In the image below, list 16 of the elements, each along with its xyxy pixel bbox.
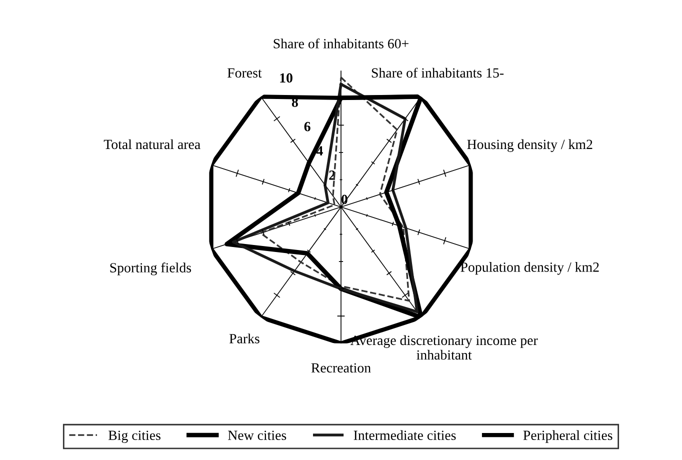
legend-label: Big cities (108, 430, 160, 443)
spoke-label: Parks (229, 334, 260, 344)
spoke-label: Forest (228, 68, 262, 78)
legend-label: Intermediate cities (354, 430, 456, 440)
spoke-label: Housing density / km2 (467, 139, 592, 152)
y-tick-label: 10 (280, 73, 292, 83)
spoke-label: Total natural area (104, 139, 200, 150)
spoke-label: Recreation (311, 363, 371, 373)
spoke-label: Share of inhabitants 15- (372, 68, 504, 78)
spoke-label: Sporting fields (110, 262, 192, 276)
legend-label: New cities (228, 430, 286, 440)
y-tick-label: 4 (316, 146, 323, 156)
spoke-label: Share of inhabitants 60+ (274, 38, 408, 48)
y-tick-label: 6 (304, 122, 310, 132)
legend-label: Peripheral cities (523, 430, 612, 443)
spoke-label: Population density / km2 (460, 262, 599, 275)
